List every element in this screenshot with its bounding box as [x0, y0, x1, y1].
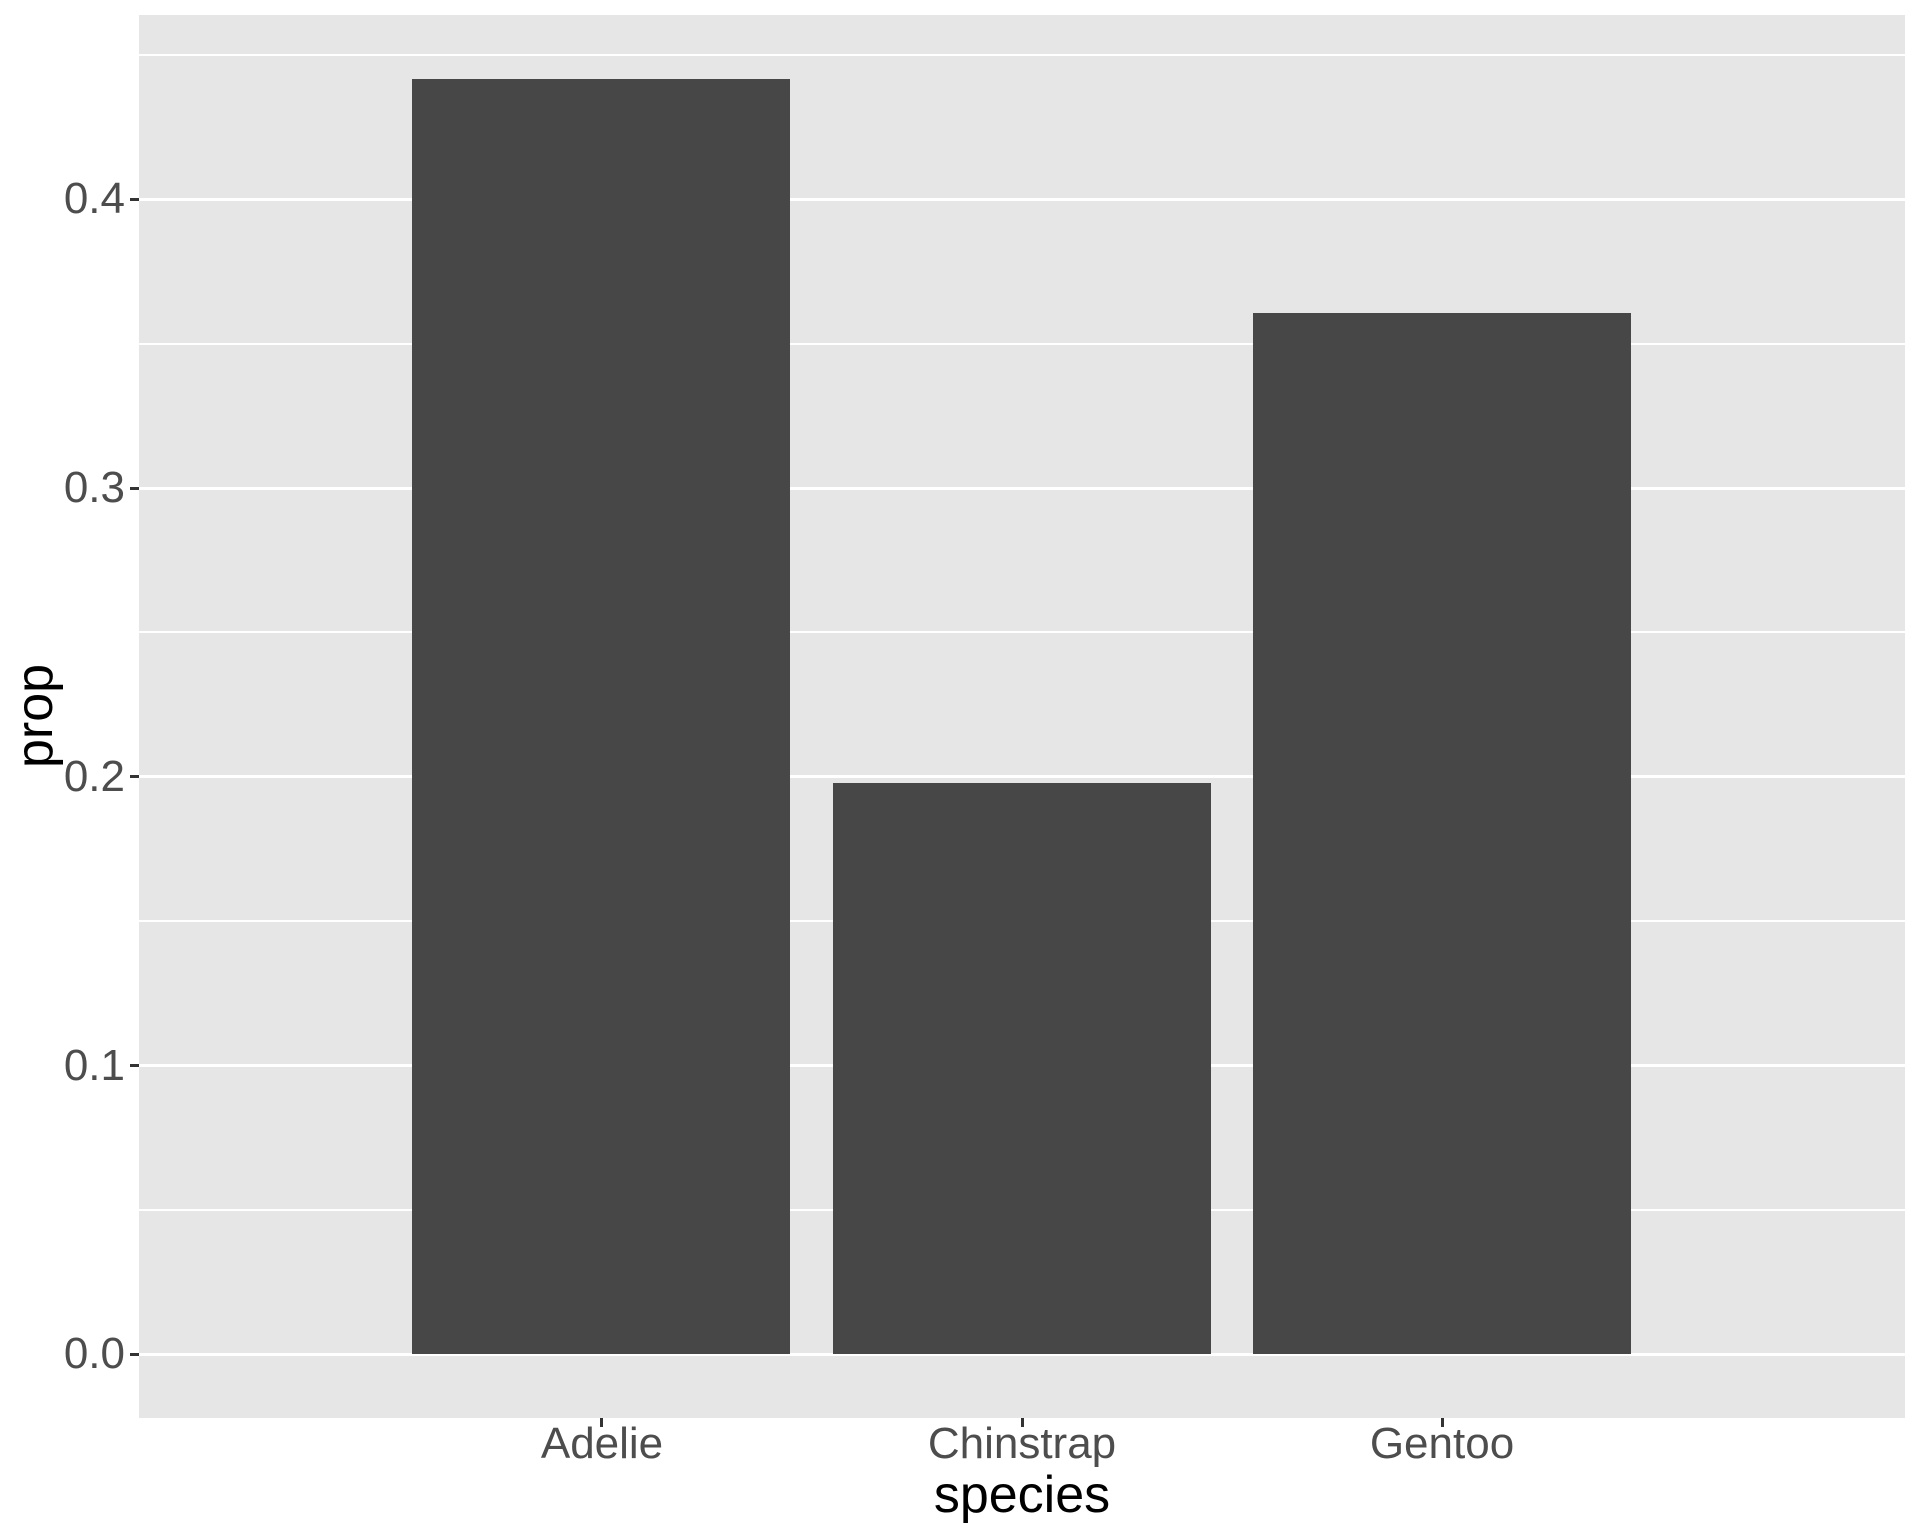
gridline-minor: [139, 631, 1905, 633]
y-axis-title: prop: [6, 663, 64, 769]
gridline-major: [139, 775, 1905, 778]
y-tick-mark: [130, 198, 139, 201]
y-tick-mark: [130, 775, 139, 778]
y-tick-label: 0.0: [63, 1329, 125, 1378]
y-tick-mark: [130, 487, 139, 490]
bar-gentoo: [1253, 313, 1631, 1354]
x-tick-mark: [1021, 1418, 1024, 1427]
y-tick-mark: [130, 1064, 139, 1067]
x-tick-label-gentoo: Gentoo: [1369, 1419, 1515, 1468]
y-tick-label: 0.4: [63, 174, 125, 223]
y-tick-label: 0.3: [63, 463, 125, 512]
y-tick-mark: [130, 1353, 139, 1356]
x-axis-title: species: [933, 1466, 1111, 1524]
gridline-minor: [139, 343, 1905, 345]
gridline-major: [139, 198, 1905, 201]
plot-panel: [139, 15, 1905, 1418]
y-tick-label: 0.2: [63, 752, 125, 801]
gridline-major: [139, 487, 1905, 490]
y-tick-label: 0.1: [63, 1041, 125, 1090]
gridline-minor: [139, 54, 1905, 56]
x-tick-mark: [1441, 1418, 1444, 1427]
bar-adelie: [412, 79, 790, 1354]
gridline-major: [139, 1353, 1905, 1356]
x-tick-label-adelie: Adelie: [540, 1419, 664, 1468]
x-tick-label-chinstrap: Chinstrap: [927, 1419, 1117, 1468]
x-tick-mark: [600, 1418, 603, 1427]
bar-chinstrap: [833, 783, 1211, 1354]
